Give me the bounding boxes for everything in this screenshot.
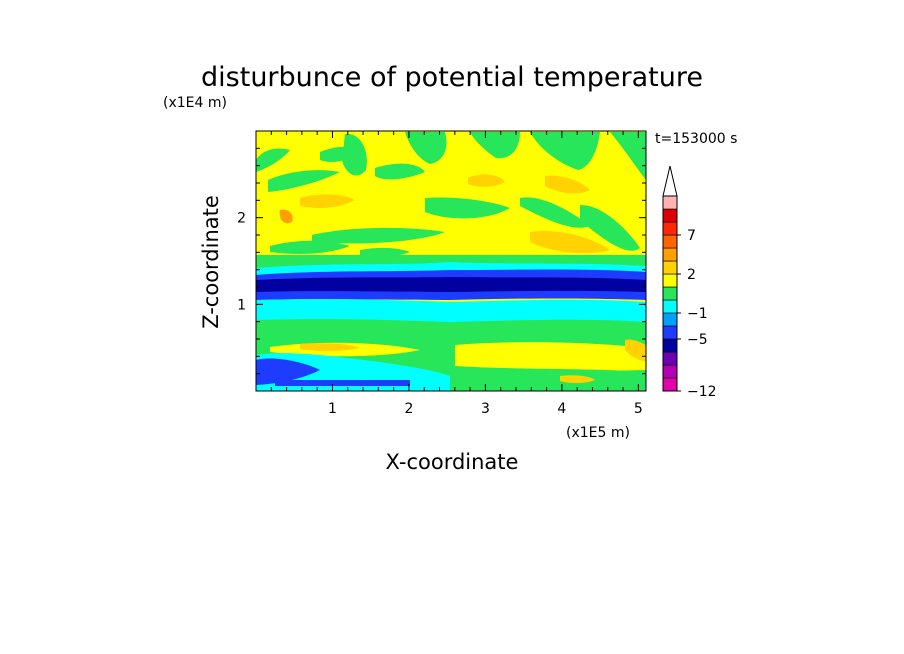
field-patch — [425, 197, 510, 219]
field-patch — [560, 375, 595, 384]
colorbar-segment — [662, 312, 678, 327]
y-tick-label: 1 — [237, 297, 246, 313]
field-band — [256, 319, 646, 346]
time-label: t=153000 s — [655, 131, 737, 147]
field-patch — [256, 148, 290, 172]
colorbar-segment — [662, 221, 678, 236]
colorbar-segment — [662, 195, 678, 210]
colorbar-segment — [662, 286, 678, 301]
field-patch — [279, 209, 293, 224]
x-tick-label: 1 — [328, 401, 337, 417]
x-tick-label: 4 — [557, 401, 566, 417]
y-unit-label: (x1E4 m) — [163, 95, 227, 111]
field-patch — [530, 132, 600, 170]
x-tick-label: 3 — [481, 401, 490, 417]
field-patch — [275, 380, 410, 386]
plot-frame — [255, 130, 647, 392]
field-patch — [270, 240, 350, 254]
colorbar-segment — [662, 299, 678, 314]
colorbar-label: −5 — [687, 332, 708, 348]
field-patch — [360, 247, 410, 257]
colorbar-label: −1 — [687, 306, 708, 322]
colorbar-label: −12 — [687, 384, 717, 400]
x-axis-title: X-coordinate — [386, 450, 519, 474]
field-patch — [625, 339, 646, 362]
field-patch — [545, 175, 590, 194]
field-patch — [455, 342, 646, 372]
colorbar-extension-arrow — [662, 165, 678, 197]
field-patch — [405, 132, 447, 164]
field-band — [256, 277, 646, 292]
field-patch — [455, 370, 646, 391]
x-unit-label: (x1E5 m) — [566, 425, 630, 441]
field-patch — [580, 204, 640, 251]
y-tick-label: 2 — [237, 211, 246, 227]
colorbar-segment — [662, 377, 678, 392]
field-patch — [312, 227, 445, 244]
field-patch — [468, 174, 505, 187]
colorbar-segment — [662, 338, 678, 353]
colorbar-label: 2 — [687, 267, 696, 283]
field-patch — [375, 163, 425, 180]
y-axis-title: Z-coordinate — [199, 195, 223, 329]
contour-field — [256, 131, 646, 391]
x-tick-label: 5 — [634, 401, 643, 417]
x-axis: 1 2 3 4 5 — [270, 131, 643, 417]
chart-title: disturbunce of potential temperature — [201, 62, 703, 93]
colorbar-segment — [662, 325, 678, 340]
field-patch — [300, 343, 360, 352]
colorbar-segment — [662, 247, 678, 262]
field-patch — [530, 230, 610, 254]
colorbar-segment — [662, 351, 678, 366]
colorbar-label: 7 — [687, 228, 696, 244]
colorbar-segment — [662, 208, 678, 223]
field-patch — [300, 194, 355, 208]
colorbar-segment — [662, 234, 678, 249]
colorbar-segment — [662, 273, 678, 288]
field-patch — [610, 132, 646, 180]
field-patch — [320, 146, 358, 162]
colorbar-frame — [662, 195, 678, 392]
field-patch — [256, 358, 320, 385]
field-patch — [520, 197, 590, 228]
colorbar-segment — [662, 260, 678, 275]
colorbar-segment — [662, 364, 678, 379]
colorbar: 7 2 −1 −5 −12 — [662, 165, 717, 400]
field-patch — [470, 132, 520, 159]
x-tick-label: 2 — [404, 401, 413, 417]
y-axis: 12 — [237, 147, 646, 375]
field-patch — [268, 170, 340, 192]
